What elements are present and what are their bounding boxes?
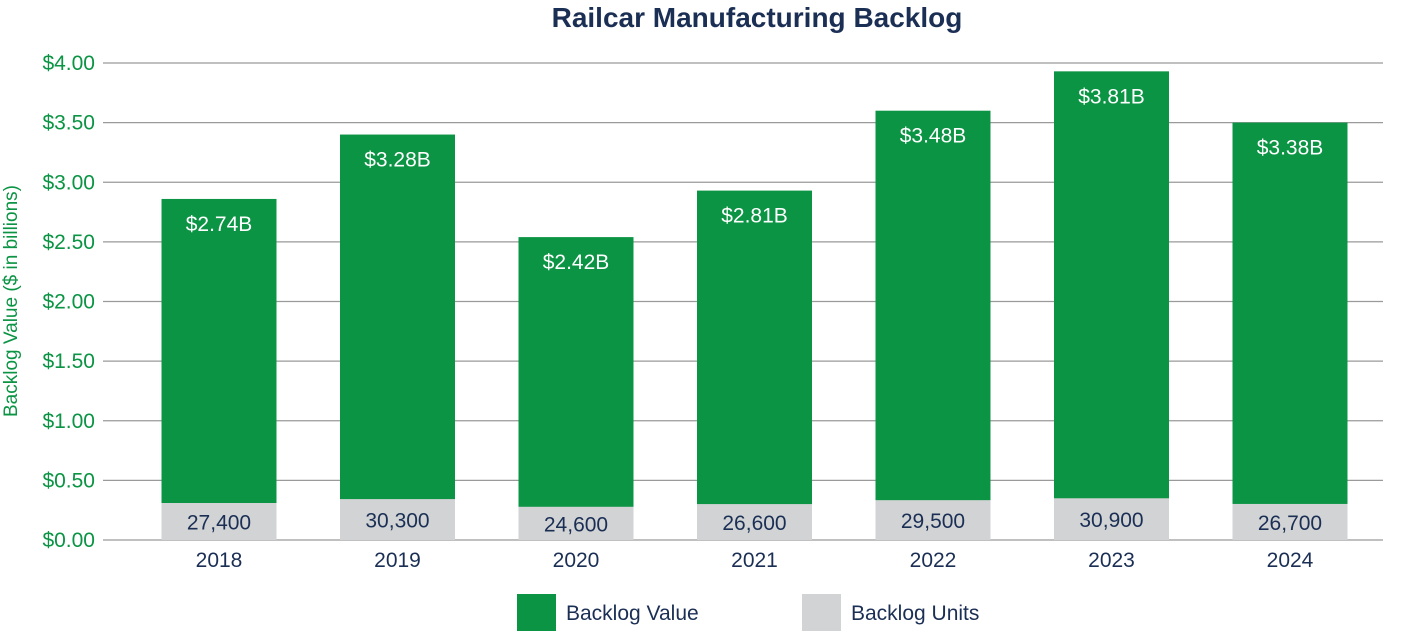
y-tick-label: $4.00	[42, 52, 95, 75]
bars: $2.74B 27,400 $3.28B 30,300 $2.42B 24,600 $2.8…	[161, 71, 1348, 541]
legend-label: Backlog Value	[566, 602, 699, 625]
units-data-label: 27,400	[187, 511, 251, 534]
x-tick-label: 2020	[553, 549, 600, 572]
units-data-label: 24,600	[544, 513, 608, 536]
value-data-label: $2.81B	[721, 205, 788, 228]
bar-backlog-value	[1232, 122, 1348, 540]
bar-backlog-value	[518, 237, 634, 541]
bar-backlog-units	[161, 502, 277, 540]
bar-backlog-units	[697, 504, 812, 540]
bar-backlog-value	[340, 134, 455, 541]
y-tick-label: $3.00	[42, 171, 95, 194]
y-tick-label: $1.00	[42, 410, 95, 433]
value-data-label: $3.81B	[1078, 85, 1145, 108]
bar-backlog-value	[697, 190, 812, 540]
y-tick-label: $2.00	[42, 291, 95, 314]
y-tick-label: $3.50	[42, 112, 95, 135]
x-axis-ticks: 2018 2019 2020 2021 2022 2023 2024	[196, 549, 1314, 572]
bar-backlog-units	[1054, 498, 1169, 540]
units-data-label: 26,700	[1258, 512, 1322, 535]
units-data-label: 30,900	[1079, 509, 1143, 532]
units-data-label: 29,500	[901, 510, 965, 533]
units-data-label: 30,300	[365, 510, 429, 533]
y-tick-label: $0.50	[42, 469, 95, 492]
legend-swatch	[802, 594, 841, 631]
y-tick-label: $0.00	[42, 529, 95, 552]
x-tick-label: 2022	[910, 549, 957, 572]
chart-title: Railcar Manufacturing Backlog	[552, 2, 963, 33]
x-tick-label: 2024	[1267, 549, 1314, 572]
bar-backlog-units	[518, 506, 634, 540]
bar-backlog-units	[340, 499, 455, 540]
x-tick-label: 2019	[374, 549, 421, 572]
value-data-label: $2.42B	[543, 251, 610, 274]
x-tick-label: 2021	[731, 549, 778, 572]
legend-label: Backlog Units	[851, 602, 979, 625]
y-tick-label: $2.50	[42, 231, 95, 254]
value-data-label: $3.28B	[364, 149, 431, 172]
x-tick-label: 2018	[196, 549, 243, 572]
x-tick-label: 2023	[1088, 549, 1135, 572]
value-data-label: $3.38B	[1257, 137, 1324, 160]
units-data-label: 26,600	[722, 512, 786, 535]
bar-backlog-units	[1232, 503, 1348, 540]
bar-backlog-units	[875, 500, 991, 540]
bar-backlog-value	[161, 198, 277, 540]
y-axis-label: Backlog Value ($ in billions)	[1, 185, 22, 417]
value-data-label: $2.74B	[186, 213, 253, 236]
y-axis-ticks: $0.00 $0.50 $1.00 $1.50 $2.00 $2.50 $3.00 $3.50…	[42, 52, 95, 552]
legend-swatch	[517, 594, 556, 631]
value-data-label: $3.48B	[900, 125, 967, 148]
bar-backlog-value	[1054, 71, 1169, 540]
bar-backlog-value	[875, 110, 991, 540]
y-tick-label: $1.50	[42, 350, 95, 373]
legend: Backlog Value Backlog Units	[517, 594, 979, 631]
